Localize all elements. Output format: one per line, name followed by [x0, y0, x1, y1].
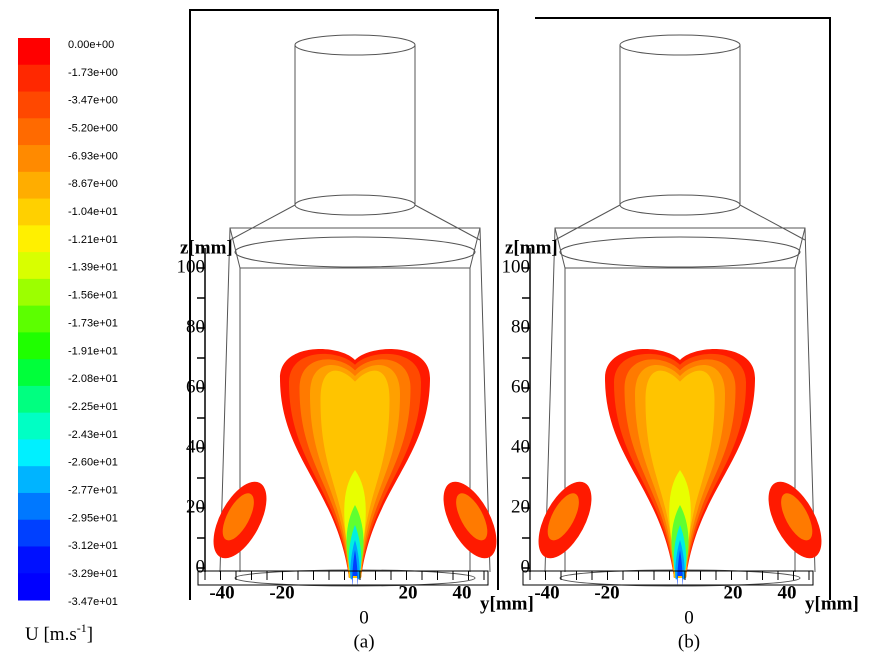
panel-label: (b) — [678, 631, 700, 652]
colorbar-label: -3.47e+01 — [68, 596, 118, 608]
colorbar-label: -2.60e+01 — [68, 457, 118, 469]
colorbar-swatch — [18, 91, 50, 119]
y-tick-label: 40 — [778, 582, 797, 603]
colorbar-swatch — [18, 492, 50, 521]
colorbar-label: -1.73e+00 — [68, 67, 118, 79]
colorbar-swatch — [18, 359, 50, 387]
y-title: y[mm] — [805, 593, 859, 614]
colorbar-swatch — [18, 439, 50, 467]
z-tick-label: 40 — [186, 436, 205, 457]
box — [229, 227, 481, 269]
y-tick-label: -20 — [594, 582, 619, 603]
side-plume-inner — [547, 493, 579, 541]
z-tick-label: 0 — [521, 556, 531, 577]
colorbar-swatch — [18, 519, 50, 547]
cone-base — [234, 236, 476, 268]
y-axis — [522, 570, 814, 586]
z-tick-label: 60 — [186, 376, 205, 397]
cyl-bottom — [294, 194, 416, 216]
colorbar-swatch — [18, 198, 50, 226]
colorbar-label: -3.29e+01 — [68, 568, 118, 580]
z-tick-label: 100 — [502, 256, 531, 277]
side-plume-inner — [456, 493, 488, 541]
z-tick-label: 100 — [177, 256, 206, 277]
y-tick-label: 40 — [453, 582, 472, 603]
z-tick-label: 80 — [186, 316, 205, 337]
z-tick-label: 80 — [511, 316, 530, 337]
y-tick-label: 20 — [724, 582, 743, 603]
cone — [739, 204, 806, 241]
y-axis — [197, 570, 489, 586]
cone — [414, 204, 481, 241]
cone-base — [559, 236, 801, 268]
cyl-top — [294, 34, 416, 56]
colorbar-swatch — [18, 278, 50, 307]
cyl-top — [619, 34, 741, 56]
colorbar-label: -8.67e+00 — [68, 178, 118, 190]
colorbar-swatch — [18, 305, 50, 333]
colorbar-label: -1.73e+01 — [68, 317, 118, 329]
colorbar-swatch — [18, 225, 50, 253]
z-tick-label: 20 — [186, 496, 205, 517]
unit-label: U [m.s-1] — [25, 621, 93, 646]
side-plume-inner — [222, 493, 254, 541]
colorbar-label: -1.56e+01 — [68, 290, 118, 302]
side-plume-inner — [781, 493, 813, 541]
colorbar-swatch — [18, 466, 50, 494]
frame — [535, 17, 831, 600]
colorbar-label: -1.91e+01 — [68, 345, 118, 357]
box — [219, 227, 491, 573]
colorbar-label: -2.77e+01 — [68, 485, 118, 497]
z-tick-label: 40 — [511, 436, 530, 457]
y-title: y[mm] — [480, 593, 534, 614]
colorbar-swatch — [18, 118, 50, 146]
box — [554, 227, 806, 269]
colorbar-label: -6.93e+00 — [68, 150, 118, 162]
colorbar-swatch — [18, 64, 50, 93]
cone — [229, 204, 296, 241]
colorbar-label: -1.04e+01 — [68, 206, 118, 218]
colorbar-swatch — [18, 38, 50, 66]
z-title: z[mm] — [180, 237, 233, 258]
cone — [554, 204, 621, 241]
colorbar-swatch — [18, 252, 50, 280]
colorbar-label: 0.00e+00 — [68, 39, 114, 51]
colorbar-swatch — [18, 573, 50, 601]
y-tick-label: -40 — [534, 582, 559, 603]
colorbar-swatch — [18, 546, 50, 574]
colorbar-label: -2.95e+01 — [68, 512, 118, 524]
contour-core — [677, 550, 683, 585]
z-tick-label: 20 — [511, 496, 530, 517]
colorbar-label: -2.08e+01 — [68, 373, 118, 385]
y-center-label: 0 — [684, 607, 694, 628]
colorbar-label: -3.47e+00 — [68, 95, 118, 107]
colorbar-label: -5.20e+00 — [68, 122, 118, 134]
frame — [189, 9, 499, 600]
y-tick-label: -40 — [209, 582, 234, 603]
contour-core — [352, 550, 358, 585]
y-center-label: 0 — [359, 607, 369, 628]
y-tick-label: 20 — [399, 582, 418, 603]
cyl-bottom — [619, 194, 741, 216]
colorbar-label: -2.43e+01 — [68, 429, 118, 441]
panel-label: (a) — [353, 631, 374, 652]
colorbar-swatch — [18, 332, 50, 360]
colorbar-label: -3.12e+01 — [68, 540, 118, 552]
z-tick-label: 0 — [196, 556, 206, 577]
colorbar-swatch — [18, 145, 50, 173]
colorbar-swatch — [18, 412, 50, 440]
colorbar-swatch — [18, 385, 50, 414]
y-tick-label: -20 — [269, 582, 294, 603]
box — [544, 227, 816, 573]
colorbar-label: -1.21e+01 — [68, 234, 118, 246]
colorbar-swatch — [18, 171, 50, 200]
colorbar-label: -1.39e+01 — [68, 262, 118, 274]
z-title: z[mm] — [505, 237, 558, 258]
z-tick-label: 60 — [511, 376, 530, 397]
colorbar-label: -2.25e+01 — [68, 401, 118, 413]
